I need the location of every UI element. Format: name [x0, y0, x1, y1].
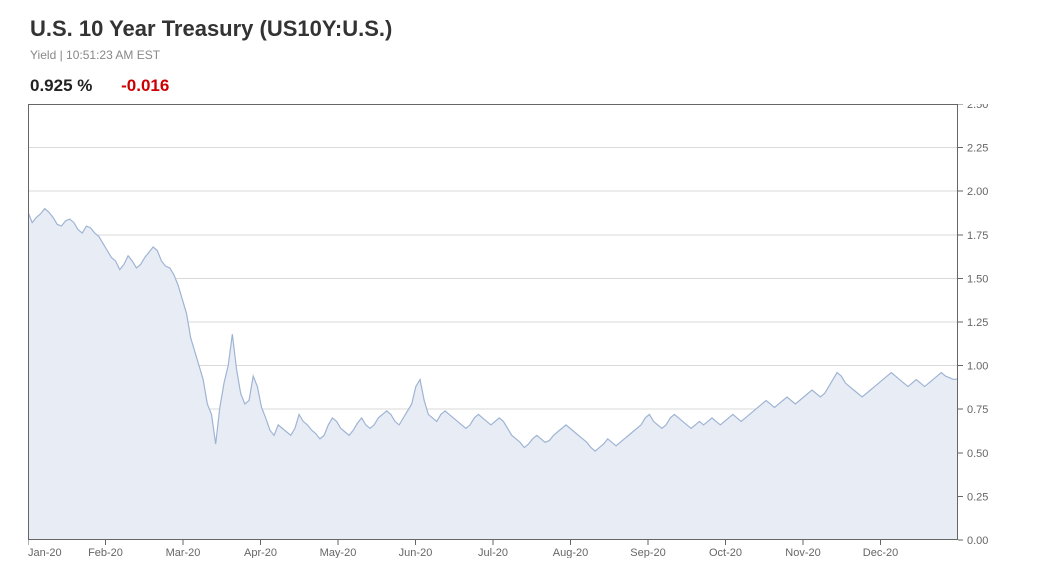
quote-row: 0.925 % -0.016: [30, 76, 1040, 96]
sub-prefix: Yield: [30, 48, 56, 62]
svg-text:Aug-20: Aug-20: [553, 547, 588, 558]
svg-text:0.00: 0.00: [967, 535, 988, 547]
quote-change: -0.016: [121, 76, 169, 95]
svg-text:May-20: May-20: [320, 547, 357, 558]
quote-value: 0.925 %: [30, 76, 92, 95]
svg-text:Apr-20: Apr-20: [244, 547, 277, 558]
svg-text:1.00: 1.00: [967, 361, 988, 373]
svg-text:Mar-20: Mar-20: [166, 547, 201, 558]
svg-text:0.75: 0.75: [967, 404, 988, 416]
svg-text:2.50: 2.50: [967, 104, 988, 111]
svg-text:Jan-20: Jan-20: [28, 547, 62, 558]
svg-text:1.25: 1.25: [967, 317, 988, 329]
sub-separator: |: [56, 48, 66, 62]
svg-text:Jun-20: Jun-20: [399, 547, 433, 558]
svg-text:Jul-20: Jul-20: [478, 547, 508, 558]
page-title: U.S. 10 Year Treasury (US10Y:U.S.): [30, 16, 1040, 42]
svg-text:Feb-20: Feb-20: [88, 547, 123, 558]
svg-text:0.50: 0.50: [967, 448, 988, 460]
svg-text:Sep-20: Sep-20: [630, 547, 665, 558]
svg-text:0.25: 0.25: [967, 491, 988, 503]
svg-text:1.50: 1.50: [967, 273, 988, 285]
yield-chart: 0.00 0.25 0.50 0.75 1.00 1.25 1.50 1.75 2.00 2.25…: [28, 104, 998, 558]
svg-text:Oct-20: Oct-20: [709, 547, 742, 558]
svg-text:2.25: 2.25: [967, 143, 988, 155]
timestamp: 10:51:23 AM EST: [66, 48, 160, 62]
svg-text:Dec-20: Dec-20: [863, 547, 898, 558]
chart-svg: 0.00 0.25 0.50 0.75 1.00 1.25 1.50 1.75 2.00 2.25…: [28, 104, 998, 558]
svg-text:2.00: 2.00: [967, 186, 988, 198]
svg-text:1.75: 1.75: [967, 230, 988, 242]
sub-line: Yield | 10:51:23 AM EST: [30, 48, 1040, 62]
svg-text:Nov-20: Nov-20: [785, 547, 820, 558]
